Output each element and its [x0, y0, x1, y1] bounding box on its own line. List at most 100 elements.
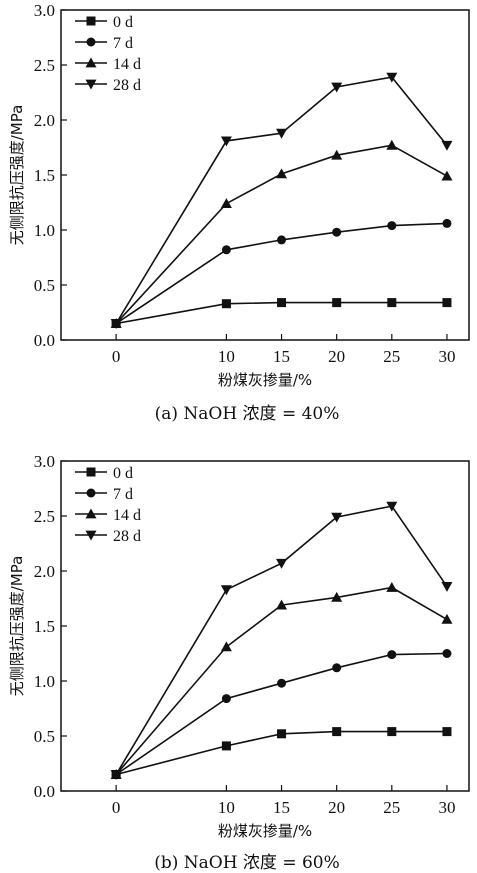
data-point — [221, 245, 231, 255]
x-tick-label: 30 — [438, 347, 455, 366]
data-point — [221, 299, 231, 309]
data-point — [277, 729, 287, 739]
y-tick-label: 0.5 — [34, 727, 55, 746]
series-0d — [111, 298, 452, 328]
legend-marker — [86, 37, 96, 47]
chart-panel-a: 0.0 0.5 1.0 1.5 2.0 2.5 3.0 0 10 15 20 25 30 0 d 7 d… — [8, 1, 470, 424]
data-point — [276, 599, 288, 610]
data-point — [387, 650, 397, 660]
legend-entry: 28 d — [75, 528, 141, 545]
data-point — [441, 613, 453, 624]
series-line — [115, 222, 447, 325]
legend-entry: 7 d — [75, 35, 133, 52]
x-tick-label: 20 — [328, 347, 345, 366]
data-point — [332, 663, 342, 673]
series-line — [115, 76, 448, 324]
x-tick-label: 0 — [112, 347, 121, 366]
series-14d — [110, 582, 453, 779]
y-tick-label: 1.0 — [34, 221, 55, 240]
x-axis-ticks: 0 10 15 20 25 30 — [112, 334, 455, 366]
data-point — [387, 221, 397, 231]
data-point — [387, 727, 397, 737]
y-axis-label: 无侧限抗压强度/MPa — [8, 556, 26, 697]
data-point — [386, 139, 398, 150]
legend-marker — [85, 530, 97, 541]
y-tick-label: 0.5 — [34, 276, 55, 295]
legend: 0 d 7 d 14 d 28 d — [75, 14, 141, 94]
y-tick-label: 0.0 — [34, 782, 55, 801]
legend-marker — [86, 467, 96, 477]
legend: 0 d 7 d 14 d 28 d — [75, 465, 141, 545]
data-point — [386, 72, 398, 83]
legend-entry: 0 d — [75, 14, 133, 31]
data-point — [221, 741, 231, 751]
y-tick-label: 1.0 — [34, 672, 55, 691]
x-axis-ticks: 0 10 15 20 25 30 — [112, 785, 455, 817]
caption: (b) NaOH 浓度 = 60% — [154, 853, 340, 873]
chart-panel-b: 0.0 0.5 1.0 1.5 2.0 2.5 3.0 0 10 15 20 25 30 0 d 7 d… — [8, 452, 470, 873]
legend-entry: 0 d — [75, 465, 133, 482]
legend-entry: 28 d — [75, 77, 141, 94]
x-tick-label: 30 — [438, 798, 455, 817]
data-point — [387, 298, 397, 308]
data-point — [442, 727, 452, 737]
data-point — [441, 140, 453, 151]
series-layer — [110, 72, 453, 329]
data-point — [386, 501, 398, 512]
data-point — [220, 198, 232, 208]
x-tick-label: 10 — [218, 798, 235, 817]
caption: (a) NaOH 浓度 = 40% — [155, 404, 340, 424]
data-point — [220, 136, 232, 147]
x-axis-label: 粉煤灰掺量/% — [218, 371, 312, 389]
series-0d — [111, 727, 452, 779]
y-tick-label: 0.0 — [34, 331, 55, 350]
legend-label: 28 d — [113, 77, 141, 94]
legend-marker — [86, 16, 96, 26]
legend-marker — [85, 57, 97, 68]
y-tick-label: 1.5 — [34, 166, 55, 185]
legend-label: 14 d — [113, 507, 141, 524]
legend-entry: 14 d — [75, 56, 141, 73]
data-point — [277, 678, 287, 688]
series-7d — [111, 649, 452, 779]
legend-entry: 7 d — [75, 486, 133, 503]
data-point — [276, 128, 288, 139]
series-line — [115, 301, 447, 325]
data-point — [332, 727, 342, 737]
series-line — [115, 144, 448, 325]
data-point — [110, 770, 122, 780]
x-tick-label: 10 — [218, 347, 235, 366]
x-tick-label: 15 — [273, 798, 290, 817]
y-tick-label: 2.0 — [34, 562, 55, 581]
legend-marker — [85, 508, 97, 519]
y-tick-label: 3.0 — [34, 1, 55, 20]
y-tick-label: 2.5 — [34, 56, 55, 75]
data-point — [441, 170, 453, 181]
x-tick-label: 25 — [383, 347, 400, 366]
series-28d — [110, 501, 453, 780]
x-axis-label: 粉煤灰掺量/% — [218, 822, 312, 840]
data-point — [442, 218, 452, 228]
series-line — [115, 730, 447, 776]
series-line — [115, 586, 448, 776]
data-point — [386, 582, 398, 592]
series-line — [115, 652, 447, 776]
legend-label: 0 d — [113, 14, 133, 31]
series-28d — [110, 72, 453, 329]
y-tick-label: 2.0 — [34, 111, 55, 130]
legend-label: 14 d — [113, 56, 141, 73]
data-point — [331, 591, 343, 602]
data-point — [221, 694, 231, 704]
y-tick-label: 1.5 — [34, 617, 55, 636]
legend-entry: 14 d — [75, 507, 141, 524]
data-point — [110, 319, 122, 329]
data-point — [331, 512, 343, 523]
series-line — [115, 505, 448, 775]
y-axis-ticks: 0.0 0.5 1.0 1.5 2.0 2.5 3.0 — [34, 452, 67, 801]
data-point — [277, 235, 287, 245]
x-tick-label: 15 — [273, 347, 290, 366]
x-tick-label: 20 — [328, 798, 345, 817]
legend-label: 0 d — [113, 465, 133, 482]
data-point — [331, 149, 343, 160]
